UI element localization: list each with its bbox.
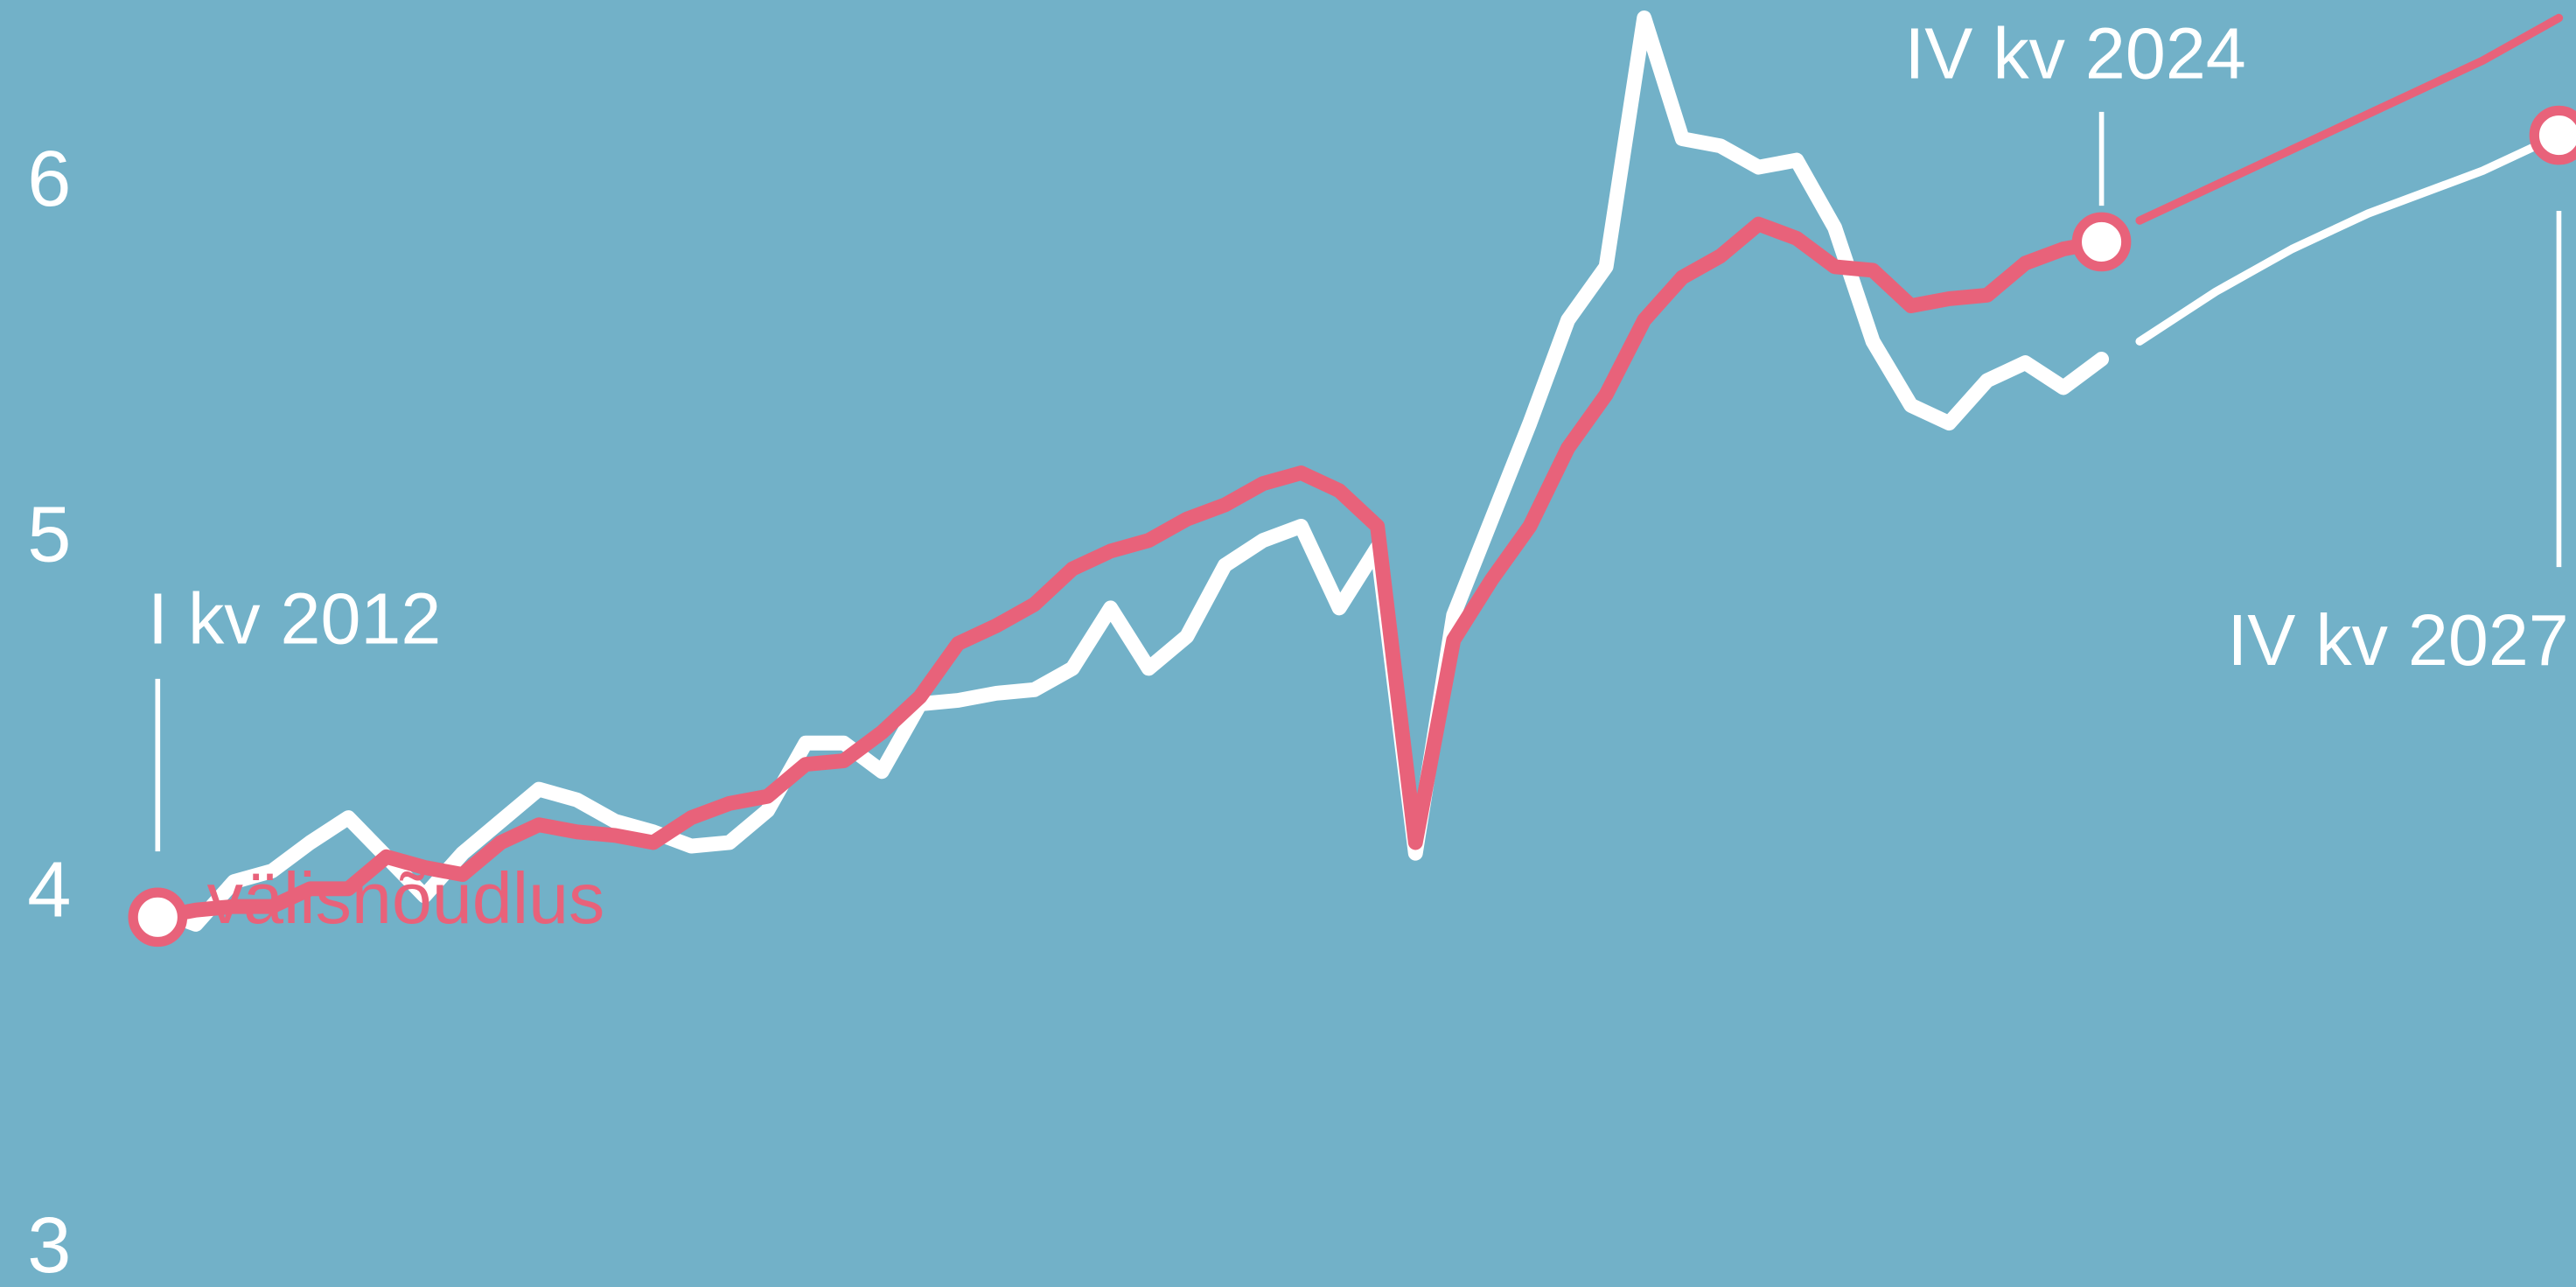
y-tick-label: 4 (27, 846, 71, 934)
point-marker (2529, 105, 2576, 165)
point-marker (2071, 212, 2132, 272)
line-history (150, 216, 2110, 925)
annotation-label: IV kv 2027 (2227, 599, 2568, 681)
y-tick-label: 6 (27, 135, 71, 223)
annotation-label: I kv 2012 (148, 578, 441, 660)
series-label: välisnõudlus (207, 857, 605, 939)
line-forecast (2135, 130, 2564, 346)
y-tick-label: 3 (27, 1201, 71, 1287)
y-tick-label: 5 (27, 491, 71, 579)
line-history (150, 10, 2110, 932)
line-forecast (2135, 13, 2564, 225)
point-marker (128, 887, 188, 948)
annotation-label: IV kv 2024 (1904, 13, 2245, 94)
